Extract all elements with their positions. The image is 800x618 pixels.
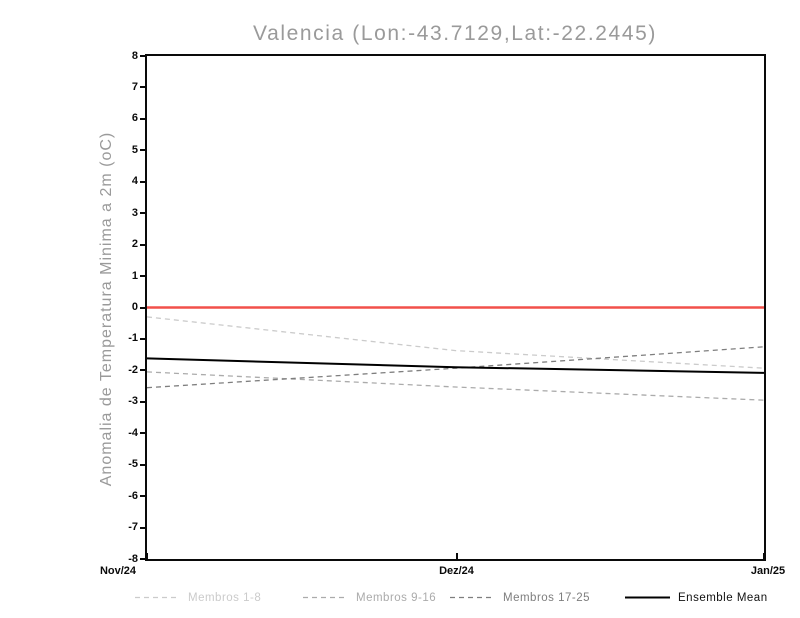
legend-label: Ensemble Mean [678, 591, 768, 604]
y-tick [140, 337, 145, 340]
legend-line-swatch [450, 596, 495, 599]
y-tick [140, 86, 145, 89]
legend-label: Membros 17-25 [503, 591, 591, 604]
y-tick [140, 117, 145, 120]
x-tick [146, 553, 148, 559]
y-tick [140, 526, 145, 529]
legend-item-membros-9-16: Membros 9-16 [303, 591, 436, 604]
y-tick [140, 55, 145, 57]
legend-label: Membros 9-16 [356, 591, 437, 604]
y-tick-label: 3 [131, 206, 138, 219]
x-tick-label-dez-24: Dez/24 [439, 565, 474, 577]
y-tick-label: -5 [128, 458, 138, 471]
series-line-membros-1-8 [147, 316, 764, 369]
y-tick-label: -2 [128, 363, 138, 376]
series-line-membros-9-16 [147, 371, 764, 401]
legend-item-membros-1-8: Membros 1-8 [135, 591, 261, 604]
plot-area [145, 54, 766, 561]
legend-line-swatch [135, 596, 180, 599]
y-tick [140, 180, 145, 183]
legend-line-swatch [303, 596, 348, 599]
legend-item-membros-17-25: Membros 17-25 [450, 591, 590, 604]
x-tick-label-jan-25: Jan/25 [750, 565, 786, 577]
chart-svg [147, 306, 764, 401]
chart-title: Valencia (Lon:-43.7129,Lat:-22.2445) [253, 22, 657, 45]
y-tick-label: 0 [131, 301, 138, 313]
y-tick [140, 306, 145, 309]
y-tick-label: 7 [131, 80, 138, 93]
y-tick [140, 369, 145, 372]
legend-label: Membros 1-8 [188, 591, 262, 604]
x-tick-label-nov-24: Nov/24 [99, 565, 137, 577]
y-tick [140, 495, 145, 498]
y-tick-label: 8 [131, 49, 138, 62]
y-tick [140, 275, 145, 278]
y-tick-label: 6 [131, 112, 138, 125]
y-tick-label: 2 [131, 238, 138, 251]
y-tick-label: -6 [128, 489, 138, 502]
y-tick-label: 1 [131, 269, 138, 282]
y-tick [140, 558, 145, 560]
y-tick-label: 4 [131, 175, 138, 188]
legend-item-ensemble-mean: Ensemble Mean [625, 591, 768, 604]
y-tick [140, 149, 145, 152]
y-tick [140, 212, 145, 215]
legend-line-swatch [625, 596, 670, 599]
y-tick-label: 5 [131, 143, 138, 156]
y-tick-label: -3 [128, 395, 138, 408]
y-tick-label: -8 [128, 552, 138, 565]
y-tick [140, 400, 145, 403]
y-tick [140, 463, 145, 466]
series-line-ensemble-mean [147, 357, 764, 374]
x-tick [763, 553, 765, 559]
y-tick-label: -4 [128, 426, 138, 439]
y-tick [140, 432, 145, 435]
y-tick-label: -1 [128, 332, 138, 345]
legend: Membros 1-8 Membros 9-16 Membros 17-25 Ense… [0, 591, 800, 605]
x-tick [455, 553, 458, 559]
y-tick [140, 243, 145, 246]
y-tick-label: -7 [128, 521, 138, 534]
